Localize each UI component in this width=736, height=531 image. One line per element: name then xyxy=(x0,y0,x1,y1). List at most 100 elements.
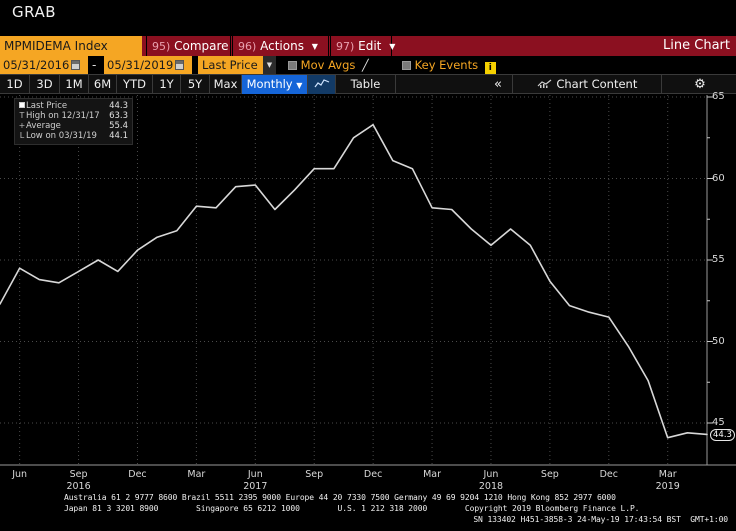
key-events-label: Key Events xyxy=(414,58,479,72)
y-axis-tick-65: 65 xyxy=(712,91,725,102)
frequency-dropdown[interactable]: Monthly ▼ xyxy=(242,75,308,94)
menu-actions-button[interactable]: 96) Actions ▼ xyxy=(232,36,329,56)
footer-line-3: SN 133402 H451-3858-3 24-May-19 17:43:54… xyxy=(473,515,728,524)
mov-avgs-toggle[interactable]: Mov Avgs ╱ xyxy=(288,56,369,74)
menu-compare-button[interactable]: 95) Compare xyxy=(146,36,231,56)
menu-edit-label: Edit xyxy=(358,39,382,53)
legend-label: Last Price xyxy=(26,101,68,111)
chevron-down-icon: ▼ xyxy=(389,41,396,51)
x-axis-tick-label: Dec xyxy=(128,469,147,480)
legend-label: Low on 03/31/19 xyxy=(26,131,97,141)
mov-avgs-label: Mov Avgs xyxy=(300,58,356,72)
date-to-value: 05/31/2019 xyxy=(107,58,174,72)
price-line-chart xyxy=(0,95,736,466)
legend-value: 63.3 xyxy=(109,111,128,121)
current-price-tag: 44.3 xyxy=(710,429,735,442)
pencil-icon[interactable]: ╱ xyxy=(362,59,369,72)
ticker-field[interactable]: MPMIDEMA Index xyxy=(0,36,142,56)
info-icon[interactable]: i xyxy=(484,62,496,74)
checkbox-icon[interactable] xyxy=(402,61,411,70)
x-axis-tick-label: Sep xyxy=(69,469,88,480)
collapse-panel-button[interactable]: « xyxy=(494,77,502,92)
x-axis-tick-label: Mar xyxy=(658,469,677,480)
date-from-field[interactable]: 05/31/2016 xyxy=(0,56,88,74)
line-chart-icon xyxy=(314,79,329,88)
period-button-1d[interactable]: 1D xyxy=(0,75,30,94)
period-button-ytd[interactable]: YTD xyxy=(117,75,153,94)
title-bar: MPMIDEMA Index 95) Compare 96) Actions ▼… xyxy=(0,36,736,56)
x-axis-tick-label: Sep xyxy=(305,469,324,480)
legend-label: Average xyxy=(26,121,61,131)
date-from-value: 05/31/2016 xyxy=(3,58,70,72)
period-button-3d[interactable]: 3D xyxy=(30,75,60,94)
period-button-5y[interactable]: 5Y xyxy=(181,75,210,94)
chart-controls-row: 05/31/2016 - 05/31/2019 Last Price ▼ Mov… xyxy=(0,56,736,74)
date-to-field[interactable]: 05/31/2019 xyxy=(104,56,192,74)
x-axis-tick-label: Jun xyxy=(483,469,499,480)
x-axis-tick-label: Dec xyxy=(363,469,383,480)
chart-content-icon xyxy=(537,79,552,88)
grab-header: GRAB xyxy=(0,0,736,36)
table-view-button[interactable]: Table xyxy=(336,75,396,94)
x-axis-year-label: 2019 xyxy=(655,481,680,492)
menu-edit-number: 97) xyxy=(336,40,355,53)
legend-average-icon: + xyxy=(18,121,26,130)
menu-actions-label: Actions xyxy=(260,39,304,53)
legend-row: T High on 12/31/17 63.3 xyxy=(18,111,128,121)
price-field-dropdown[interactable]: Last Price ▼ xyxy=(198,56,276,74)
legend-row: Last Price 44.3 xyxy=(18,101,128,111)
menu-compare-label: Compare xyxy=(174,39,229,53)
chevron-down-icon: ▼ xyxy=(296,81,303,90)
menu-actions-number: 96) xyxy=(238,40,257,53)
legend-square-icon xyxy=(18,101,26,110)
y-axis-tick-60: 60 xyxy=(712,172,725,184)
chevron-down-icon: ▼ xyxy=(311,41,318,51)
period-button-1m[interactable]: 1M xyxy=(60,75,89,94)
calendar-icon[interactable] xyxy=(71,60,81,70)
footer-line-1: Australia 61 2 9777 8600 Brazil 5511 239… xyxy=(64,493,616,502)
chart-type-label: Line Chart xyxy=(663,38,730,53)
chart-plot-area[interactable]: Last Price 44.3 T High on 12/31/17 63.3 +Av… xyxy=(0,91,736,492)
chart-content-label: Chart Content xyxy=(556,77,638,91)
x-axis-year-label: 2018 xyxy=(478,481,504,492)
line-chart-view-button[interactable] xyxy=(308,75,336,94)
x-axis-year-label: 2017 xyxy=(243,481,268,492)
key-events-toggle[interactable]: Key Events i xyxy=(402,56,496,74)
period-button-1y[interactable]: 1Y xyxy=(153,75,181,94)
legend-row: +Average 55.4 xyxy=(18,121,128,131)
footer: Australia 61 2 9777 8600 Brazil 5511 239… xyxy=(0,489,736,531)
x-axis-tick-label: Sep xyxy=(540,469,559,480)
y-axis-tick-45: 45 xyxy=(712,417,725,428)
x-axis-tick-label: Dec xyxy=(599,469,618,480)
y-axis-tick-50: 50 xyxy=(712,335,725,347)
frequency-value: Monthly xyxy=(246,77,293,91)
chart-content-button[interactable]: Chart Content xyxy=(512,75,662,94)
price-field-value: Last Price xyxy=(202,58,258,72)
legend-value: 44.1 xyxy=(109,131,128,141)
legend-row: L Low on 03/31/19 44.1 xyxy=(18,131,128,141)
chart-legend: Last Price 44.3 T High on 12/31/17 63.3 +Av… xyxy=(14,98,133,145)
calendar-icon[interactable] xyxy=(175,60,185,70)
grab-label: GRAB xyxy=(12,3,56,21)
menu-compare-number: 95) xyxy=(152,40,171,53)
settings-button[interactable]: ⚙ xyxy=(694,77,706,92)
x-axis-tick-label: Jun xyxy=(247,469,263,480)
x-axis-tick-label: Jun xyxy=(12,469,28,480)
legend-label: High on 12/31/17 xyxy=(26,111,100,121)
footer-line-2: Japan 81 3 3201 8900 Singapore 65 6212 1… xyxy=(64,504,640,513)
x-axis-tick-label: Mar xyxy=(423,469,442,480)
x-axis-year-label: 2016 xyxy=(66,481,91,492)
checkbox-icon[interactable] xyxy=(288,61,297,70)
legend-high-icon: T xyxy=(19,111,25,120)
chevron-down-icon[interactable]: ▼ xyxy=(263,56,276,74)
date-range-separator: - xyxy=(92,58,97,72)
menu-edit-button[interactable]: 97) Edit ▼ xyxy=(330,36,396,56)
period-button-max[interactable]: Max xyxy=(210,75,242,94)
x-axis-tick-label: Mar xyxy=(187,469,206,480)
legend-value: 55.4 xyxy=(109,121,128,131)
legend-value: 44.3 xyxy=(109,101,128,111)
legend-low-icon: L xyxy=(19,131,25,140)
period-button-6m[interactable]: 6M xyxy=(89,75,117,94)
y-axis-tick-55: 55 xyxy=(712,254,725,265)
